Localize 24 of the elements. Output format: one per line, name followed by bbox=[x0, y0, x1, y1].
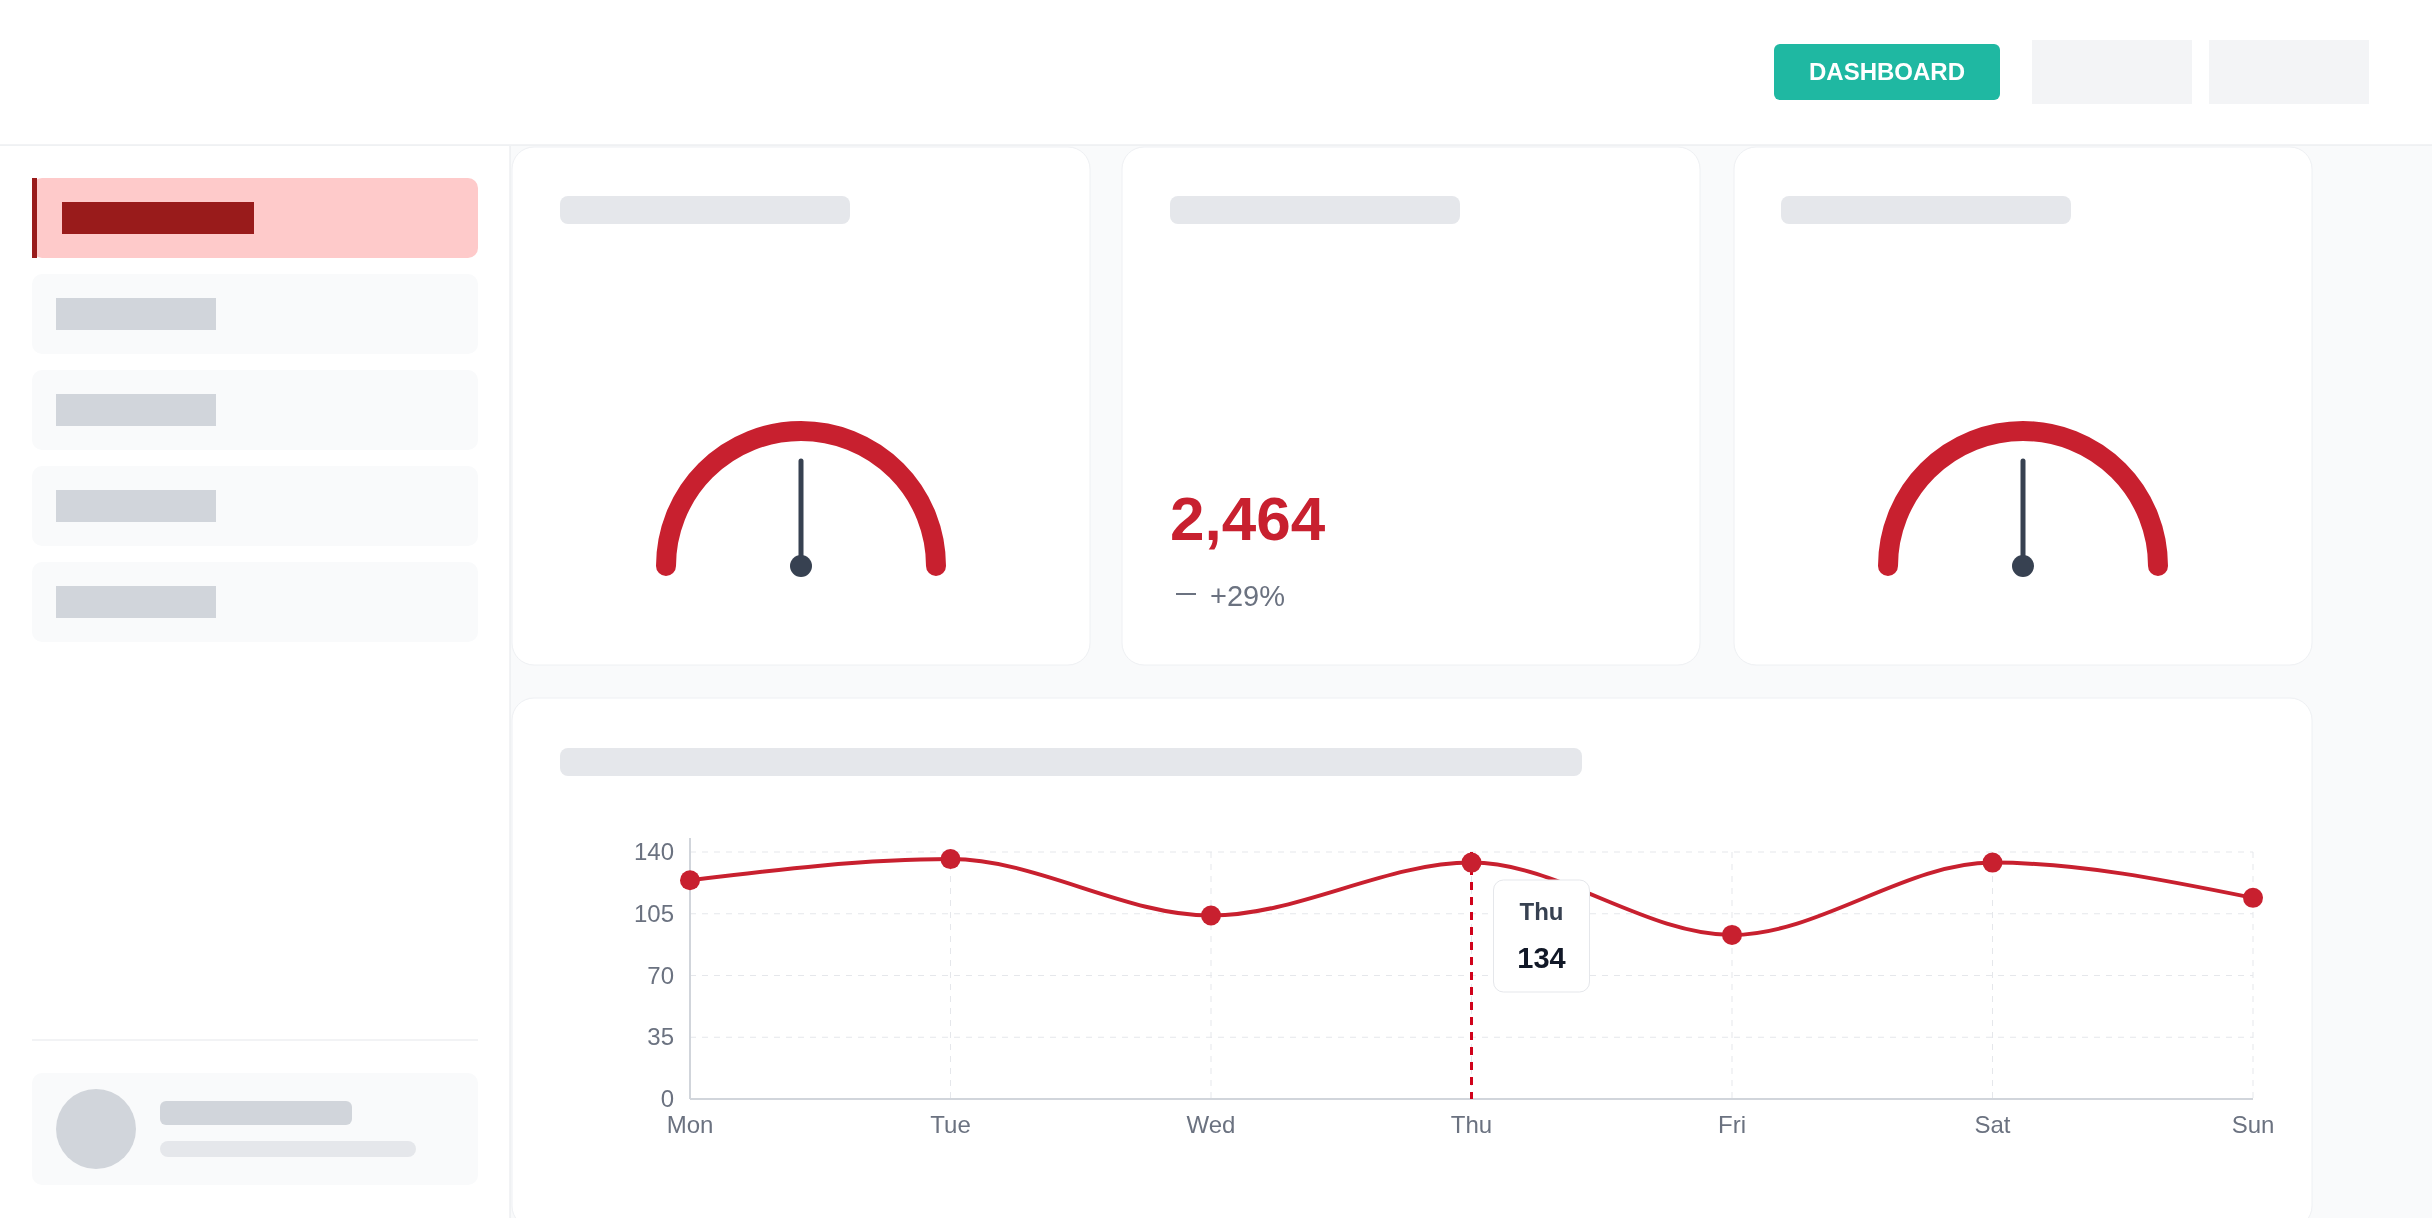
annotation: 134 bbox=[1517, 942, 1566, 974]
x-tick-label: Thu bbox=[1450, 1111, 1493, 1138]
point bbox=[940, 849, 961, 870]
x-tick-label: Mon bbox=[666, 1111, 714, 1138]
x-tick-label: Wed bbox=[1186, 1111, 1236, 1138]
x-tick-label: Fri bbox=[1718, 1111, 1746, 1138]
y-tick-label: 35 bbox=[647, 1023, 674, 1051]
point bbox=[680, 870, 700, 891]
point bbox=[1461, 852, 1482, 873]
text: +29% bbox=[1210, 580, 1285, 612]
x-tick-label: Sun bbox=[2231, 1111, 2275, 1138]
point bbox=[1982, 852, 2003, 873]
y-tick-label: 105 bbox=[633, 899, 674, 927]
y-tick-label: 140 bbox=[633, 838, 674, 865]
point bbox=[1722, 924, 1742, 945]
text: 2,464 bbox=[1170, 484, 1326, 553]
x-tick-label: Tue bbox=[930, 1111, 971, 1138]
y-tick-label: 0 bbox=[660, 1085, 674, 1112]
y-tick-label: 70 bbox=[647, 961, 674, 989]
point bbox=[1201, 905, 1221, 926]
annotation: Thu bbox=[1519, 898, 1564, 925]
text: DASHBOARD bbox=[1809, 58, 1965, 85]
point bbox=[2243, 887, 2263, 908]
x-tick-label: Sat bbox=[1974, 1111, 2011, 1138]
